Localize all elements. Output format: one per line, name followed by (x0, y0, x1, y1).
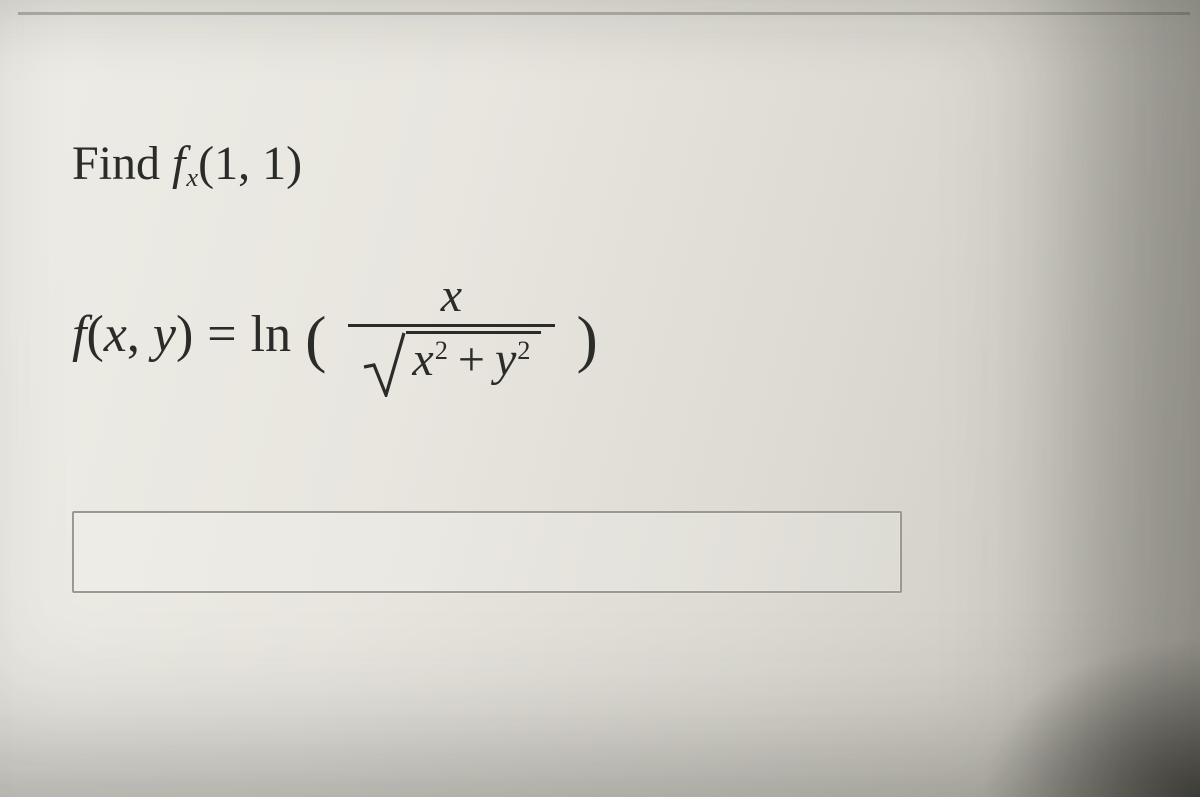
fraction: x x2+y2 (348, 268, 554, 401)
lhs-comma: , (127, 306, 153, 363)
prompt-line: Find fx(1, 1) (72, 140, 1120, 188)
lhs-f: f (72, 306, 86, 363)
top-rule-line (18, 12, 1190, 15)
lhs-y: y (153, 306, 176, 363)
lhs-close: ) (176, 306, 193, 363)
paren-open: ( (198, 137, 214, 190)
big-paren-open: ( (305, 307, 326, 371)
lhs-x: x (104, 306, 127, 363)
ln-label: ln (251, 309, 291, 361)
rad-plus: + (448, 333, 495, 386)
answer-input[interactable] (72, 511, 902, 593)
point-args: 1, 1 (214, 137, 286, 190)
big-paren-close: ) (577, 307, 598, 371)
lhs-open: ( (86, 306, 103, 363)
rad-x-exp: 2 (434, 335, 448, 365)
radical: x2+y2 (362, 331, 540, 397)
radicand: x2+y2 (406, 334, 540, 384)
fraction-numerator: x (427, 268, 476, 324)
rad-x: x (412, 333, 433, 386)
equals-sign: = (207, 309, 236, 361)
subscript-x: x (185, 162, 198, 192)
equation-lhs: f(x, y) (72, 309, 193, 361)
question-content: Find fx(1, 1) f(x, y) = ln( x x2+y2 (72, 140, 1120, 593)
function-letter: f (172, 137, 185, 190)
equation: f(x, y) = ln( x x2+y2 (72, 268, 1120, 401)
fraction-denominator: x2+y2 (348, 327, 554, 401)
prompt-prefix: Find (72, 137, 172, 190)
rad-y-exp: 2 (516, 335, 530, 365)
paren-close: ) (286, 137, 302, 190)
radical-sign-icon (362, 331, 406, 397)
rad-y: y (495, 333, 516, 386)
